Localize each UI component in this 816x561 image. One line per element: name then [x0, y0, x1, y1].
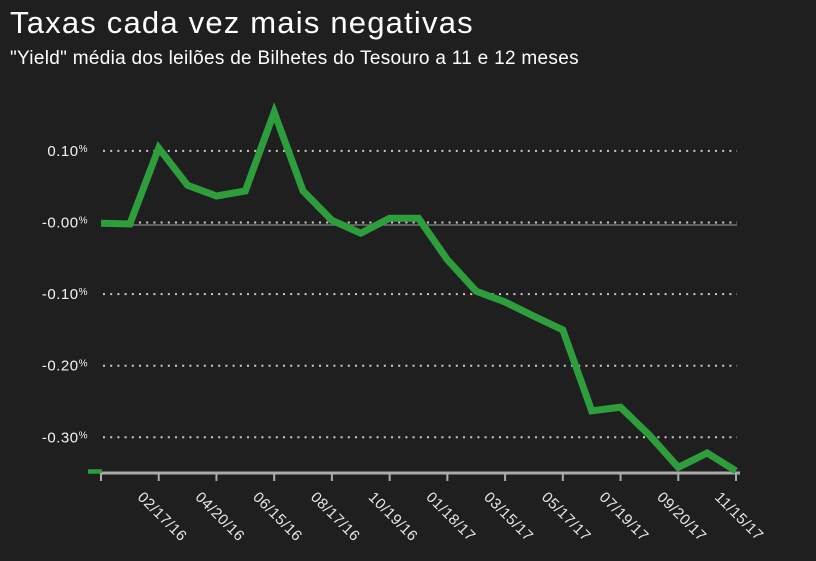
y-tick-label: -0.30%	[42, 429, 88, 446]
x-tick-label: 07/19/17	[596, 489, 652, 545]
x-tick-label: 09/20/17	[653, 489, 709, 545]
yield-line	[100, 102, 738, 474]
x-tick-label: 03/15/17	[480, 489, 536, 545]
x-tick-label: 11/15/17	[711, 489, 766, 544]
x-tick-label: 04/20/16	[192, 489, 248, 545]
y-tick-label: -0.20%	[42, 358, 88, 375]
x-tick-label: 02/17/16	[134, 489, 190, 545]
x-tick-label: 05/17/17	[538, 489, 594, 545]
x-tick-label: 08/17/16	[307, 489, 363, 545]
x-tick-label: 10/19/16	[365, 489, 421, 545]
chart-subtitle: "Yield" média dos leilões de Bilhetes do…	[10, 48, 579, 69]
chart-title: Taxas cada vez mais negativas	[10, 5, 474, 40]
y-tick-label: -0.10%	[42, 286, 88, 303]
y-tick-label: -0.00%	[42, 215, 88, 232]
y-tick-label: 0.10%	[47, 143, 88, 160]
x-tick-label: 01/18/17	[423, 489, 479, 545]
x-tick-label: 06/15/16	[249, 489, 305, 545]
